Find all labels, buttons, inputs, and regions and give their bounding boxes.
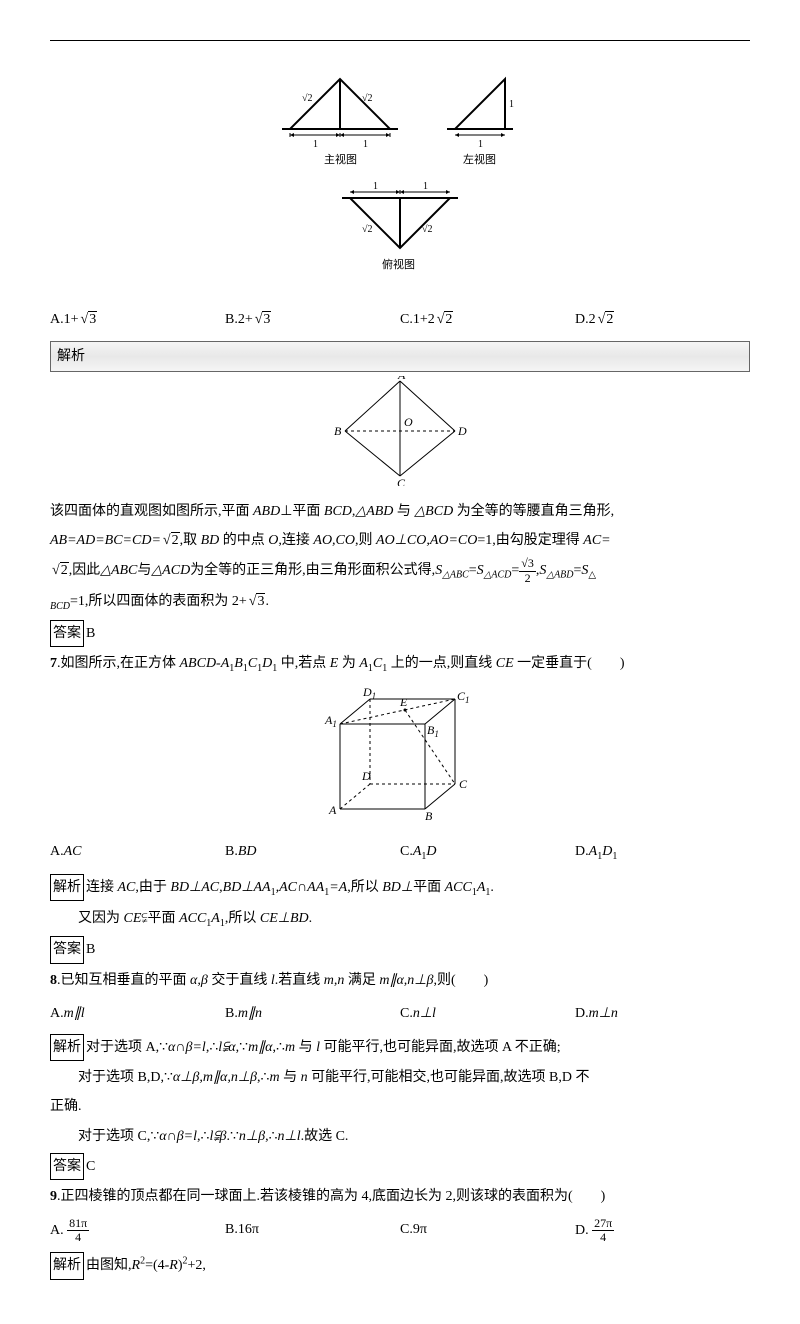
svg-text:B: B: [334, 424, 342, 438]
svg-text:D1: D1: [362, 685, 376, 701]
svg-text:俯视图: 俯视图: [382, 257, 415, 271]
svg-text:C1: C1: [457, 689, 470, 705]
explain8-l3: 正确.: [50, 1094, 750, 1119]
svg-text:√2: √2: [302, 93, 313, 104]
explain6-l3: 2,因此△ABC与△ACD为全等的正三角形,由三角形面积公式得,S△ABC=S△…: [50, 557, 750, 585]
svg-text:O: O: [404, 415, 413, 429]
section-bar-jiexi: 解析: [50, 341, 750, 372]
question9: 9.正四棱锥的顶点都在同一球面上.若该棱锥的高为 4,底面边长为 2,则该球的表…: [50, 1184, 750, 1209]
svg-text:C: C: [397, 476, 406, 486]
explain6-l2: AB=AD=BC=CD=2,取 BD 的中点 O,连接 AO,CO,则 AO⊥C…: [50, 528, 750, 553]
cube-figure: A B C D A1 B1 C1 D1 E: [320, 682, 480, 822]
svg-text:1: 1: [373, 181, 378, 192]
question8: 8.已知互相垂直的平面 α,β 交于直线 l.若直线 m,n 满足 m∥α,n⊥…: [50, 968, 750, 993]
svg-text:A1: A1: [324, 713, 337, 729]
svg-text:1: 1: [313, 139, 318, 150]
svg-text:1: 1: [478, 139, 483, 150]
q9-options: A. 81π4 B.16π C.9π D. 27π4: [50, 1217, 750, 1244]
answer8: 答案C: [50, 1153, 750, 1180]
svg-text:A: A: [328, 803, 337, 817]
explain7-l2: 又因为 CE⫋平面 ACC1A1,所以 CE⊥BD.: [50, 906, 750, 933]
svg-text:D: D: [361, 769, 371, 783]
explain6-l1: 该四面体的直观图如图所示,平面 ABD⊥平面 BCD,△ABD 与 △BCD 为…: [50, 499, 750, 524]
explain8-l2: 对于选项 B,D,∵α⊥β,m∥α,n⊥β,∴m 与 n 可能平行,可能相交,也…: [50, 1065, 750, 1090]
svg-text:D: D: [457, 424, 467, 438]
explain8-l4: 对于选项 C,∵α∩β=l,∴l⫋β.∵n⊥β,∴n⊥l.故选 C.: [50, 1124, 750, 1149]
svg-text:√2: √2: [362, 224, 373, 235]
svg-text:A: A: [397, 376, 406, 382]
svg-text:B: B: [425, 809, 433, 822]
three-view-bottom: 1 1 √2 √2 俯视图: [320, 180, 480, 290]
svg-text:B1: B1: [427, 723, 439, 739]
q6-options: A.1+3 B.2+3 C.1+22 D.22: [50, 307, 750, 332]
svg-text:C: C: [459, 777, 468, 791]
svg-text:左视图: 左视图: [463, 152, 496, 166]
svg-text:E: E: [399, 695, 408, 709]
explain9-l1: 解析由图知,R2=(4-R)2+2,: [50, 1252, 750, 1279]
question7: 7.如图所示,在正方体 ABCD-A1B1C1D1 中,若点 E 为 A1C1 …: [50, 651, 750, 678]
explain7-l1: 解析连接 AC,由于 BD⊥AC,BD⊥AA1,AC∩AA1=A,所以 BD⊥平…: [50, 874, 750, 902]
explain8-l1: 解析对于选项 A,∵α∩β=l,∴l⫋α,∵m∥α,∴m 与 l 可能平行,也可…: [50, 1034, 750, 1061]
q7-options: A.AC B.BD C.A1D D.A1D1: [50, 839, 750, 866]
tetrahedron-figure: A B D C O: [330, 376, 470, 486]
svg-text:1: 1: [423, 181, 428, 192]
svg-text:1: 1: [363, 139, 368, 150]
svg-text:主视图: 主视图: [324, 152, 357, 166]
svg-text:√2: √2: [422, 224, 433, 235]
three-view-top: 1 1 √2 √2 主视图 1 1 左视图: [250, 61, 550, 171]
q8-options: A.m∥l B.m∥n C.n⊥l D.m⊥n: [50, 1001, 750, 1026]
answer6: 答案B: [50, 620, 750, 647]
svg-text:1: 1: [509, 99, 514, 110]
svg-text:√2: √2: [362, 93, 373, 104]
answer7: 答案B: [50, 936, 750, 963]
explain6-l4: BCD=1,所以四面体的表面积为 2+3.: [50, 589, 750, 616]
